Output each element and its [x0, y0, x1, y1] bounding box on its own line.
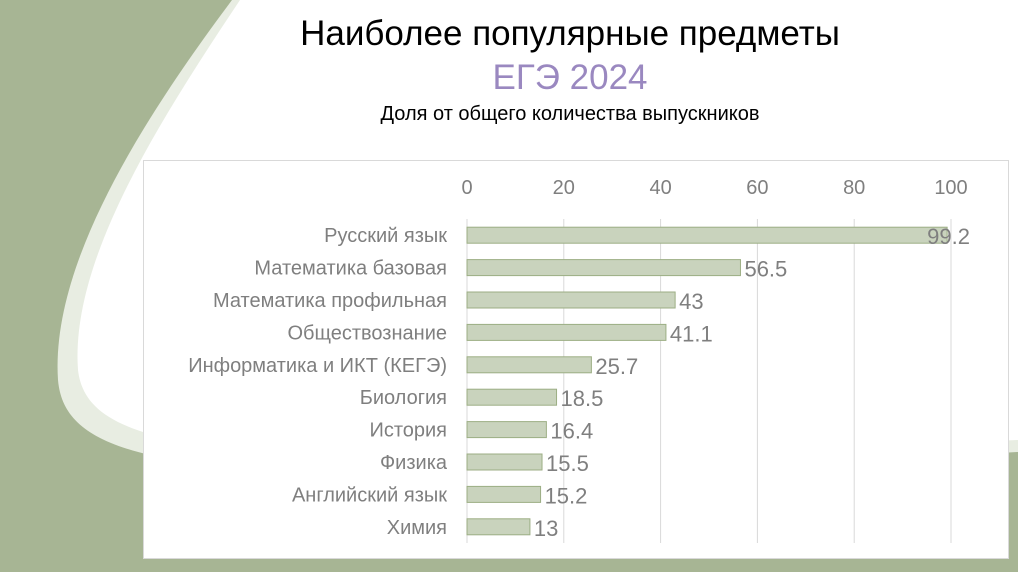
x-tick-label: 80	[843, 177, 865, 199]
bar	[466, 323, 667, 341]
category-label: История	[369, 420, 447, 442]
x-tick-label: 20	[553, 177, 575, 199]
data-label: 99.2	[927, 224, 970, 249]
data-label: 56.5	[744, 257, 787, 282]
bar	[466, 291, 676, 309]
data-label: 43	[679, 289, 703, 314]
bar	[466, 485, 542, 503]
category-label: Английский язык	[292, 484, 447, 506]
bar	[466, 453, 543, 471]
data-label: 16.4	[550, 419, 593, 444]
chart-area: 0 20 40 60 80 100 Русский язык 99.2 Математика б…	[143, 160, 1009, 559]
category-label: Математика базовая	[254, 258, 447, 280]
category-label: Физика	[380, 452, 448, 474]
bar-chart: 0 20 40 60 80 100 Русский язык 99.2 Математика б…	[188, 177, 970, 543]
x-tick-label: 100	[934, 177, 967, 199]
x-tick-label: 0	[461, 177, 472, 199]
slide-subtitle: ЕГЭ 2024	[492, 58, 648, 97]
category-label: Математика профильная	[213, 290, 447, 312]
category-label: Биология	[360, 387, 447, 409]
category-label: Русский язык	[324, 225, 447, 247]
data-label: 15.5	[546, 451, 589, 476]
slide-title: Наиболее популярные предметы	[300, 14, 840, 53]
x-tick-label: 40	[649, 177, 671, 199]
category-label: Обществознание	[287, 322, 447, 344]
data-label: 13	[534, 516, 558, 541]
bar	[466, 226, 948, 244]
category-label: Химия	[387, 517, 447, 539]
chart-caption: Доля от общего количества выпускников	[380, 103, 760, 125]
category-label: Информатика и ИКТ (КЕГЭ)	[188, 355, 447, 377]
data-label: 15.2	[545, 483, 588, 508]
data-label: 18.5	[561, 386, 604, 411]
bar	[466, 259, 741, 277]
x-tick-label: 60	[746, 177, 768, 199]
bar	[466, 518, 531, 536]
bar	[466, 388, 558, 406]
data-label: 41.1	[670, 321, 713, 346]
data-label: 25.7	[595, 354, 638, 379]
bar	[466, 421, 547, 439]
bar	[466, 356, 592, 374]
